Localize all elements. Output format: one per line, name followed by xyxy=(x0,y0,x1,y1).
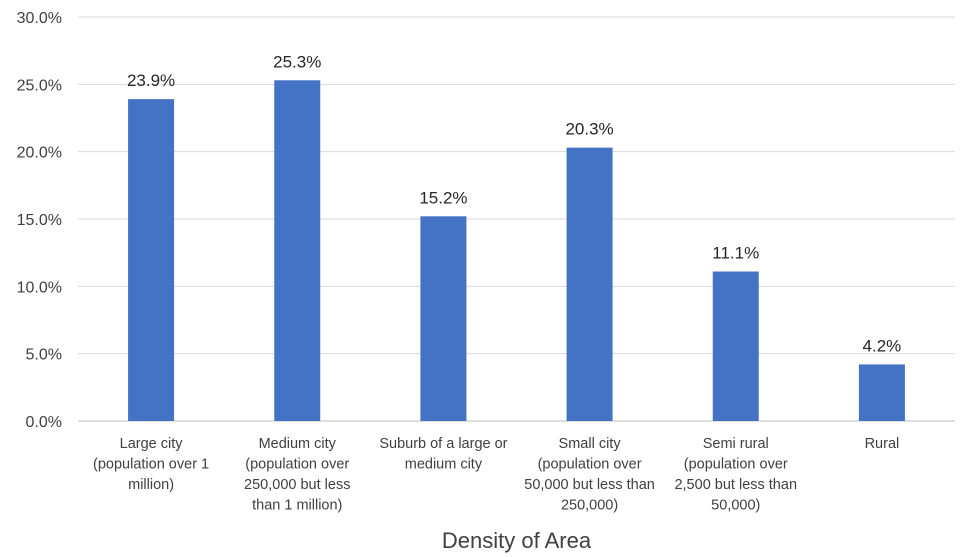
data-label: 23.9% xyxy=(127,71,175,90)
category-label: Small city (population over 50,000 but les… xyxy=(524,436,655,514)
bar xyxy=(420,216,467,421)
bar xyxy=(128,99,175,421)
x-axis-category-labels: Large city (population over 1 million) Medi… xyxy=(93,436,899,514)
category-label: Semi rural (population over 2,500 but less… xyxy=(674,436,797,514)
data-labels: 23.9% 25.3% 15.2% 20.3% 11.1% 4.2% xyxy=(127,52,901,355)
bar xyxy=(566,147,613,422)
data-label: 15.2% xyxy=(419,188,467,207)
bar xyxy=(274,80,321,421)
y-tick-label: 5.0% xyxy=(26,347,62,364)
category-label: Large city (population over 1 million) xyxy=(93,436,209,493)
y-tick-label: 30.0% xyxy=(17,10,62,27)
data-label: 20.3% xyxy=(565,120,613,139)
category-label: Suburb of a large or medium city xyxy=(379,436,507,473)
data-label: 4.2% xyxy=(863,336,902,355)
y-tick-label: 20.0% xyxy=(17,145,62,162)
gridlines xyxy=(78,16,955,422)
bar xyxy=(712,271,759,421)
y-tick-label: 15.0% xyxy=(17,212,62,229)
category-label: Rural xyxy=(865,436,900,452)
x-axis-title: Density of Area xyxy=(442,528,592,553)
y-tick-label: 25.0% xyxy=(17,77,62,94)
bar xyxy=(858,364,905,421)
data-label: 11.1% xyxy=(712,244,759,263)
category-label: Medium city (population over 250,000 but l… xyxy=(244,436,350,514)
y-tick-label: 10.0% xyxy=(17,279,62,296)
y-tick-label: 0.0% xyxy=(26,414,62,431)
data-label: 25.3% xyxy=(273,52,321,71)
bars xyxy=(128,80,905,422)
y-axis-tick-labels: 0.0% 5.0% 10.0% 15.0% 20.0% 25.0% 30.0% xyxy=(17,10,62,431)
